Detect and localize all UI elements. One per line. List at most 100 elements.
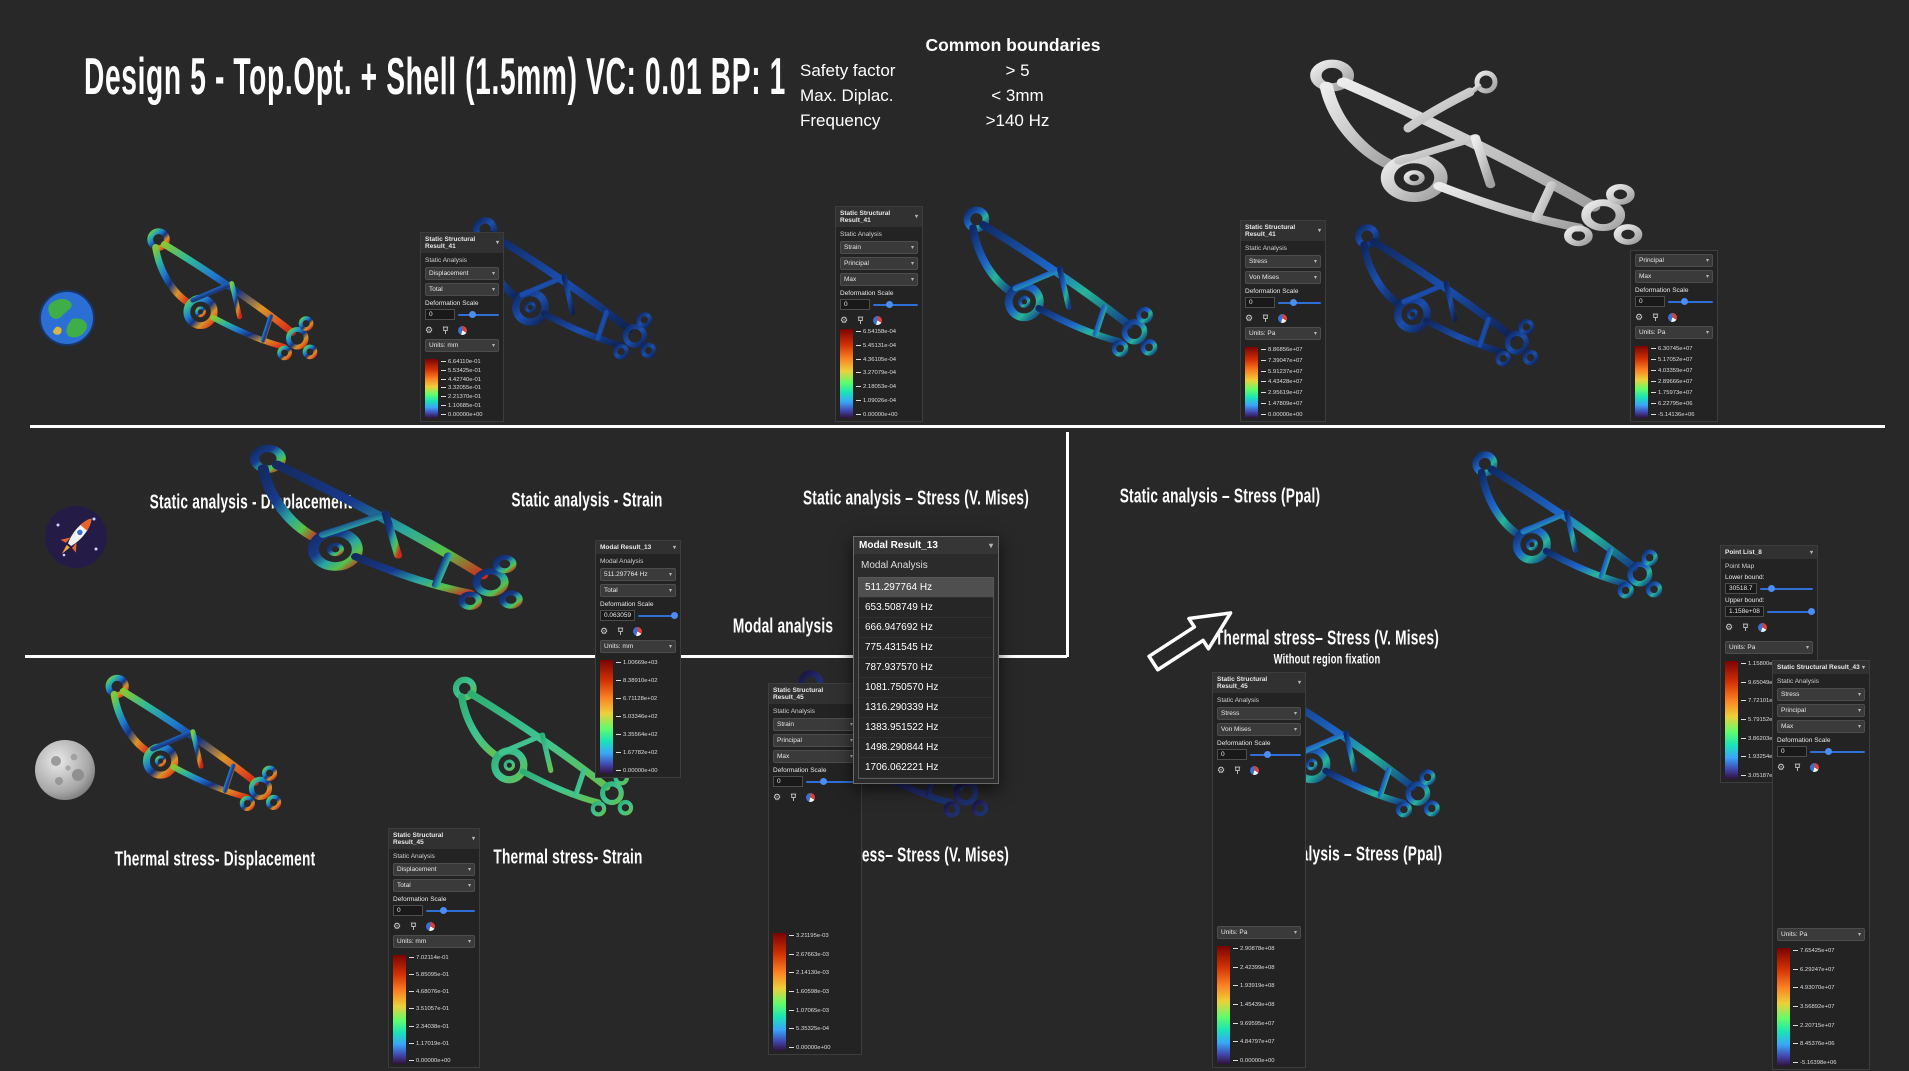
frequency-option[interactable]: 1383.951522 Hz	[859, 718, 993, 738]
deformation-scale-input[interactable]: 0.063059	[600, 610, 636, 621]
deformation-scale-input[interactable]: 0	[773, 776, 803, 787]
units-dropdown[interactable]: Units: Pa ▾	[1635, 326, 1713, 339]
units-dropdown[interactable]: Units: mm ▾	[393, 935, 475, 948]
slider-knob[interactable]	[439, 907, 447, 914]
units-dropdown[interactable]: Units: Pa ▾	[1725, 641, 1813, 654]
dropdown-displacement[interactable]: Displacement ▾	[425, 267, 499, 280]
panel-title-bar[interactable]: Static Structural Result_41 ▾	[421, 233, 503, 253]
gear-icon[interactable]: ⚙	[840, 315, 849, 325]
deformation-scale-slider[interactable]	[873, 301, 918, 308]
pin-icon[interactable]	[1652, 313, 1659, 322]
panel-title-bar[interactable]: Point List_8 ▾	[1721, 546, 1817, 559]
pin-icon[interactable]	[790, 793, 797, 802]
slider-knob[interactable]	[820, 778, 828, 785]
slider-knob[interactable]	[1264, 751, 1272, 758]
deformation-scale-slider[interactable]	[1250, 751, 1301, 758]
panel-title-bar[interactable]: Static Structural Result_41 ▾	[1241, 221, 1325, 241]
frequency-option[interactable]: 1706.062221 Hz	[859, 758, 993, 778]
slider-knob[interactable]	[885, 301, 893, 308]
deformation-scale-input[interactable]: 0	[1245, 297, 1275, 308]
slider-knob[interactable]	[670, 612, 678, 619]
palette-icon[interactable]	[1810, 763, 1820, 772]
gear-icon[interactable]: ⚙	[1635, 312, 1644, 322]
gear-icon[interactable]: ⚙	[773, 792, 782, 802]
frequency-option[interactable]: 511.297764 Hz	[859, 578, 993, 598]
panel-title-bar[interactable]: Modal Result_13 ▾	[596, 541, 680, 554]
gear-icon[interactable]: ⚙	[1245, 313, 1254, 323]
gear-icon[interactable]: ⚙	[425, 325, 434, 335]
dropdown-total[interactable]: Total ▾	[425, 283, 499, 296]
deformation-scale-slider[interactable]	[1278, 299, 1321, 306]
palette-icon[interactable]	[458, 326, 468, 335]
frequency-option[interactable]: 1316.290339 Hz	[859, 698, 993, 718]
dropdown-max[interactable]: Max ▾	[773, 750, 857, 763]
dropdown-von-mises[interactable]: Von Mises ▾	[1217, 723, 1301, 736]
panel-title-bar[interactable]: Static Structural Result_45 ▾	[389, 829, 479, 849]
deformation-scale-input[interactable]: 0	[840, 299, 870, 310]
lower-bound-slider[interactable]	[1759, 585, 1813, 592]
slider-knob[interactable]	[1825, 748, 1833, 755]
palette-icon[interactable]	[1758, 623, 1768, 632]
palette-icon[interactable]	[873, 316, 883, 325]
upper-bound-slider[interactable]	[1766, 608, 1816, 615]
pin-icon[interactable]	[1234, 766, 1241, 775]
deformation-scale-input[interactable]: 0	[425, 309, 455, 320]
units-dropdown[interactable]: Units: mm ▾	[425, 339, 499, 352]
deformation-scale-slider[interactable]	[426, 907, 475, 914]
panel-title-bar[interactable]: Static Structural Result_45 ▾	[769, 684, 861, 704]
pin-icon[interactable]	[1794, 763, 1801, 772]
slider-knob[interactable]	[1290, 299, 1298, 306]
dropdown-511-297764-hz[interactable]: 511.297764 Hz ▾	[600, 568, 676, 581]
slider-knob[interactable]	[1808, 608, 1816, 615]
dropdown-principal[interactable]: Principal ▾	[840, 257, 918, 270]
pin-icon[interactable]	[617, 627, 624, 636]
pin-icon[interactable]	[1262, 314, 1269, 323]
palette-icon[interactable]	[806, 793, 816, 802]
gear-icon[interactable]: ⚙	[1777, 762, 1786, 772]
slider-knob[interactable]	[1768, 585, 1776, 592]
panel-title-bar[interactable]: Static Structural Result_45 ▾	[1213, 673, 1305, 693]
frequency-option[interactable]: 653.508749 Hz	[859, 598, 993, 618]
slider-knob[interactable]	[1680, 298, 1688, 305]
dropdown-total[interactable]: Total ▾	[600, 584, 676, 597]
dropdown-von-mises[interactable]: Von Mises ▾	[1245, 271, 1321, 284]
gear-icon[interactable]: ⚙	[1725, 622, 1734, 632]
units-dropdown[interactable]: Units: Pa ▾	[1777, 928, 1865, 941]
dropdown-principal[interactable]: Principal ▾	[1635, 254, 1713, 267]
palette-icon[interactable]	[426, 922, 436, 931]
dropdown-principal[interactable]: Principal ▾	[1777, 704, 1865, 717]
deformation-scale-input[interactable]: 0	[1635, 296, 1665, 307]
palette-icon[interactable]	[1278, 314, 1288, 323]
palette-icon[interactable]	[1250, 766, 1260, 775]
dropdown-stress[interactable]: Stress ▾	[1245, 255, 1321, 268]
dropdown-total[interactable]: Total ▾	[393, 879, 475, 892]
units-dropdown[interactable]: Units: Pa ▾	[1245, 327, 1321, 340]
lower-bound-input[interactable]: 30518.7	[1725, 583, 1757, 594]
frequency-option[interactable]: 666.947692 Hz	[859, 618, 993, 638]
dropdown-stress[interactable]: Stress ▾	[1217, 707, 1301, 720]
palette-icon[interactable]	[1668, 313, 1678, 322]
frequency-option[interactable]: 1081.750570 Hz	[859, 678, 993, 698]
palette-icon[interactable]	[633, 627, 643, 636]
dropdown-displacement[interactable]: Displacement ▾	[393, 863, 475, 876]
deformation-scale-slider[interactable]	[1810, 748, 1865, 755]
dropdown-principal[interactable]: Principal ▾	[773, 734, 857, 747]
dropdown-stress[interactable]: Stress ▾	[1777, 688, 1865, 701]
panel-title-bar[interactable]: Static Structural Result_41 ▾	[836, 207, 922, 227]
gear-icon[interactable]: ⚙	[600, 626, 609, 636]
gear-icon[interactable]: ⚙	[1217, 765, 1226, 775]
modal-dropdown-title-bar[interactable]: Modal Result_13 ▾	[854, 537, 998, 554]
units-dropdown[interactable]: Units: mm ▾	[600, 640, 676, 653]
deformation-scale-input[interactable]: 0	[393, 905, 423, 916]
pin-icon[interactable]	[410, 922, 417, 931]
deformation-scale-input[interactable]: 0	[1217, 749, 1247, 760]
deformation-scale-input[interactable]: 0	[1777, 746, 1807, 757]
dropdown-strain[interactable]: Strain ▾	[840, 241, 918, 254]
dropdown-max[interactable]: Max ▾	[1635, 270, 1713, 283]
gear-icon[interactable]: ⚙	[393, 921, 402, 931]
deformation-scale-slider[interactable]	[806, 778, 857, 785]
deformation-scale-slider[interactable]	[638, 612, 678, 619]
deformation-scale-slider[interactable]	[458, 311, 499, 318]
dropdown-strain[interactable]: Strain ▾	[773, 718, 857, 731]
upper-bound-input[interactable]: 1.158e+08	[1725, 606, 1764, 617]
